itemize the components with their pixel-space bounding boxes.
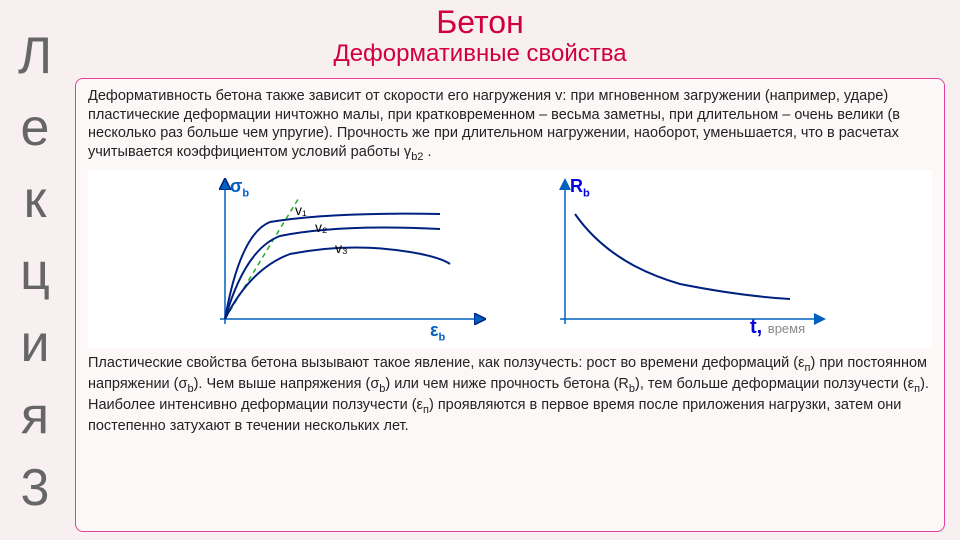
page-title: Бетон xyxy=(0,4,960,41)
paragraph-1: Деформативность бетона также зависит от … xyxy=(88,87,932,164)
charts-row: σb εb v₁ v₂ v₃ Rb xyxy=(88,170,932,348)
paragraph-1-end: . xyxy=(423,144,431,160)
stress-strain-chart: σb εb v₁ v₂ v₃ xyxy=(180,174,500,344)
paragraph-2: Пластические свойства бетона вызывают та… xyxy=(88,354,932,435)
paragraph-1-sub: b2 xyxy=(411,151,423,163)
chart1-y-label: σb xyxy=(230,176,249,200)
chart2-y-label: Rb xyxy=(570,176,590,200)
strength-time-chart: Rb t, время xyxy=(520,174,840,344)
sidebar-letter: к xyxy=(24,164,47,236)
label-v2: v₂ xyxy=(315,219,327,235)
sidebar-letter: е xyxy=(21,92,50,164)
sidebar-letter: 3 xyxy=(21,452,50,524)
sidebar-letter: ц xyxy=(20,236,50,308)
paragraph-1-text: Деформативность бетона также зависит от … xyxy=(88,88,900,160)
sidebar-letter: я xyxy=(21,380,49,452)
label-v3: v₃ xyxy=(335,240,348,256)
label-v1: v₁ xyxy=(295,202,307,218)
chart1-x-label: εb xyxy=(430,320,445,344)
chart1-svg xyxy=(180,174,500,344)
curve-v3 xyxy=(225,247,450,319)
chart2-x-label: t, время xyxy=(750,316,805,339)
sidebar-letter: и xyxy=(20,308,49,380)
page-subtitle: Деформативные свойства xyxy=(0,40,960,68)
content-box: Деформативность бетона также зависит от … xyxy=(75,78,945,532)
lecture-sidebar: Л е к ц и я 3 xyxy=(0,0,70,540)
decay-curve xyxy=(575,214,790,299)
